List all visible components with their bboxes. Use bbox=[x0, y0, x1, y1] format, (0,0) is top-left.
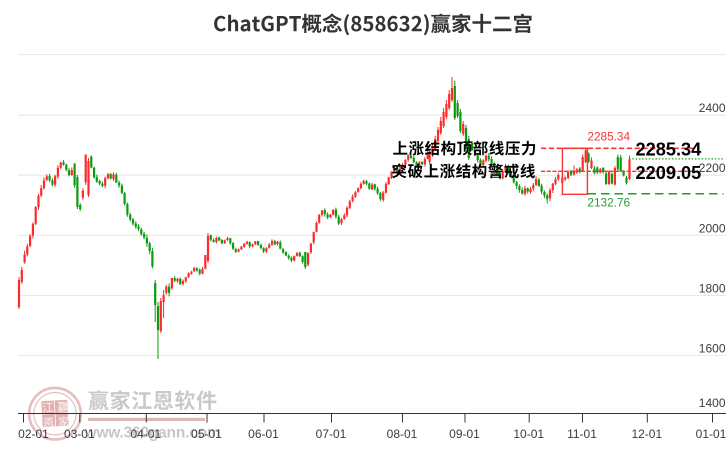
svg-text:07-01: 07-01 bbox=[316, 427, 347, 441]
svg-text:2285.34: 2285.34 bbox=[636, 140, 703, 160]
svg-text:11-01: 11-01 bbox=[567, 427, 597, 441]
svg-text:08-01: 08-01 bbox=[387, 427, 418, 441]
svg-text:02-01: 02-01 bbox=[18, 427, 49, 441]
svg-text:12-01: 12-01 bbox=[631, 427, 662, 441]
svg-text:2209.05: 2209.05 bbox=[636, 163, 702, 183]
svg-text:05-01: 05-01 bbox=[191, 427, 222, 441]
svg-text:1400: 1400 bbox=[699, 396, 726, 410]
svg-text:10-01: 10-01 bbox=[513, 427, 544, 441]
svg-text:2132.76: 2132.76 bbox=[587, 196, 630, 210]
svg-text:2000: 2000 bbox=[699, 221, 726, 235]
svg-text:04-01: 04-01 bbox=[130, 427, 161, 441]
svg-text:2285.34: 2285.34 bbox=[587, 129, 630, 143]
svg-text:2400: 2400 bbox=[699, 101, 726, 115]
svg-text:1800: 1800 bbox=[699, 281, 726, 295]
svg-text:1600: 1600 bbox=[699, 342, 726, 356]
svg-text:2200: 2200 bbox=[699, 161, 726, 175]
svg-text:09-01: 09-01 bbox=[449, 427, 480, 441]
svg-text:03-01: 03-01 bbox=[64, 427, 95, 441]
svg-text:01-01: 01-01 bbox=[696, 427, 726, 441]
svg-text:www.360gann.com: www.360gann.com bbox=[84, 424, 221, 441]
svg-text:06-01: 06-01 bbox=[248, 427, 279, 441]
